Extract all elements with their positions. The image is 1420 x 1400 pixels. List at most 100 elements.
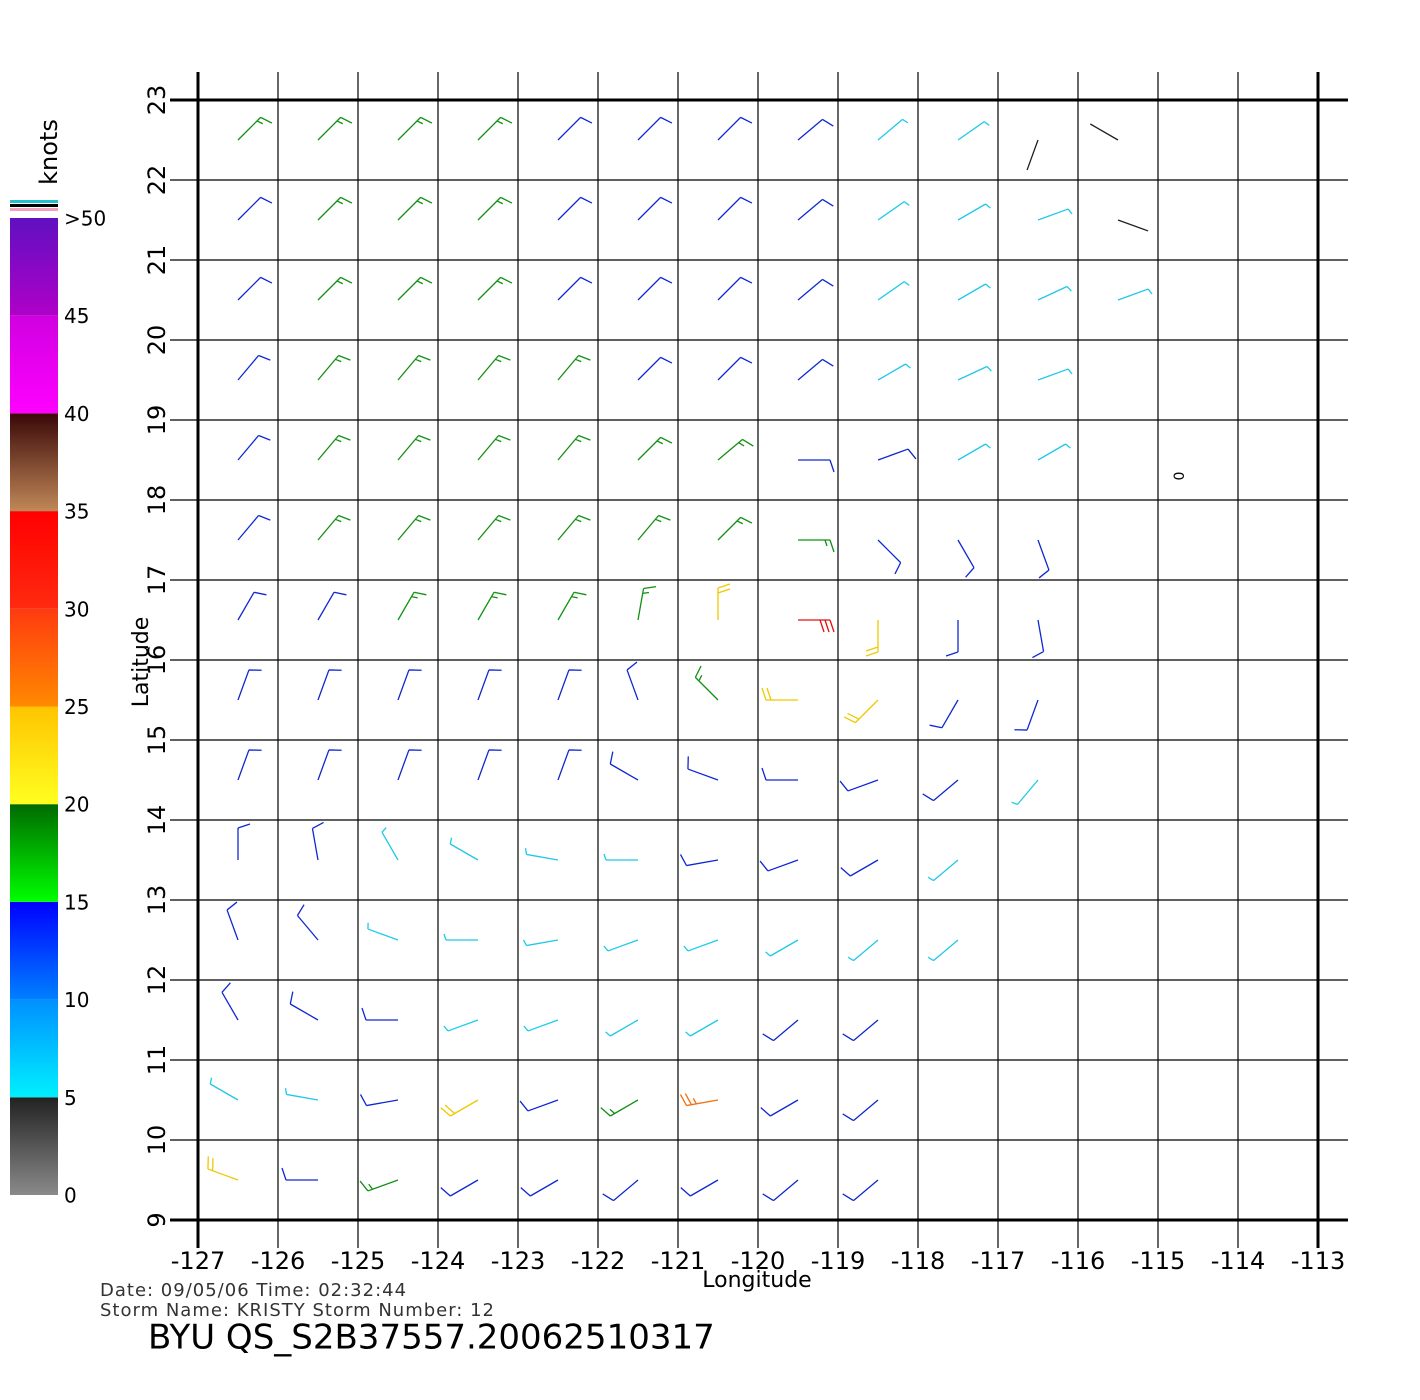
wind-barb (600, 1099, 639, 1117)
wind-barb (557, 749, 582, 781)
wind-barb (557, 276, 593, 301)
wind-barb (762, 1019, 799, 1042)
y-tick-label: 14 (143, 805, 171, 836)
wind-barb (557, 116, 593, 141)
wind-barb (317, 591, 347, 621)
wind-barb (603, 853, 638, 861)
wind-barb (765, 939, 799, 957)
wind-barb (1032, 619, 1045, 659)
wind-barb (359, 1094, 399, 1107)
wind-barb (685, 1019, 719, 1037)
wind-barb (557, 196, 593, 221)
colorbar-band (10, 706, 58, 805)
x-axis-label: Longitude (702, 1268, 811, 1293)
wind-barb (381, 827, 399, 861)
wind-barb (397, 116, 433, 141)
wind-barb (221, 982, 239, 1021)
wind-barb (957, 443, 991, 461)
wind-barb (759, 859, 799, 872)
colorbar-band (10, 315, 58, 414)
wind-barb (397, 354, 431, 381)
wind-barb (717, 438, 754, 461)
wind-barb (717, 196, 753, 221)
wind-barb (209, 1077, 239, 1101)
wind-barb (1117, 288, 1153, 301)
wind-barb (687, 756, 719, 781)
wind-barb (237, 749, 262, 781)
colorbar-cap (10, 208, 58, 211)
wind-barb (839, 779, 879, 792)
wind-barb (1014, 699, 1039, 731)
y-tick-label: 16 (143, 645, 171, 676)
info-line: Date: 09/05/06 Time: 02:32:44 (100, 1280, 407, 1301)
grid: -127 -126 -125 -124 -123 -122 -121 -120 -119 -118… (143, 72, 1348, 1275)
wind-barb (289, 991, 319, 1021)
y-tick-label: 20 (143, 325, 171, 356)
wind-barb (694, 665, 719, 701)
wind-barb (847, 939, 879, 962)
wind-barb (717, 276, 753, 301)
wind-barb (717, 516, 753, 541)
wind-barb (281, 1167, 318, 1181)
wind-barb (637, 585, 657, 621)
wind-barb (477, 116, 513, 141)
y-tick-label: 22 (143, 165, 171, 196)
wind-barb (1117, 219, 1149, 232)
colorbar-tick-label: 40 (64, 402, 89, 426)
wind-barb (679, 1093, 719, 1107)
wind-barb (237, 514, 271, 541)
wind-barb (237, 354, 271, 381)
wind-barb (523, 1019, 559, 1032)
wind-barb (1089, 123, 1119, 141)
wind-barb (317, 434, 351, 461)
wind-barb (762, 1179, 799, 1202)
x-tick-label: -117 (971, 1247, 1025, 1275)
wind-barb (397, 276, 433, 301)
wind-barb (317, 514, 351, 541)
wind-barb (317, 196, 353, 221)
wind-barb (1037, 539, 1050, 579)
wind-barb (877, 448, 917, 461)
wind-barb (761, 687, 798, 701)
wind-barb (927, 859, 959, 882)
x-tick-label: -121 (651, 1247, 705, 1275)
wind-barb (237, 434, 271, 461)
wind-barb (957, 365, 992, 381)
colorbar-tick-label: >50 (64, 207, 106, 231)
wind-barb (945, 620, 959, 657)
wind-barb (477, 514, 511, 541)
wind-barb (603, 939, 639, 952)
x-tick-label: -118 (891, 1247, 945, 1275)
x-tick-label: -116 (1051, 1247, 1105, 1275)
wind-barb (922, 779, 959, 802)
wind-barb (524, 848, 559, 861)
wind-barb (957, 283, 991, 301)
wind-barb (440, 1099, 479, 1117)
wind-barb (877, 201, 910, 221)
wind-barb (957, 539, 975, 578)
title: BYU QS_S2B37557.20062510317 (148, 1318, 715, 1358)
colorbar-band (10, 901, 58, 1000)
wind-barb (865, 620, 879, 657)
x-tick-label: -115 (1131, 1247, 1185, 1275)
wind-barb (557, 591, 587, 621)
wind-barb (843, 699, 879, 724)
wind-barb (557, 669, 582, 701)
wind-barb (798, 539, 835, 553)
wind-barb (797, 118, 834, 141)
wind-barb (397, 749, 422, 781)
wind-barb (284, 1088, 319, 1101)
barb-layer (207, 116, 1153, 1202)
wind-barb (929, 699, 959, 729)
wind-barb (317, 276, 353, 301)
wind-barb (477, 276, 513, 301)
wind-barb (840, 859, 879, 877)
y-tick-label: 17 (143, 565, 171, 596)
wind-barb (1037, 368, 1073, 381)
wind-barb (237, 196, 273, 221)
colorbar-cap (10, 200, 58, 203)
wind-barb (797, 278, 834, 301)
wind-barb (637, 116, 673, 141)
colorbar-tick-label: 15 (64, 890, 89, 914)
